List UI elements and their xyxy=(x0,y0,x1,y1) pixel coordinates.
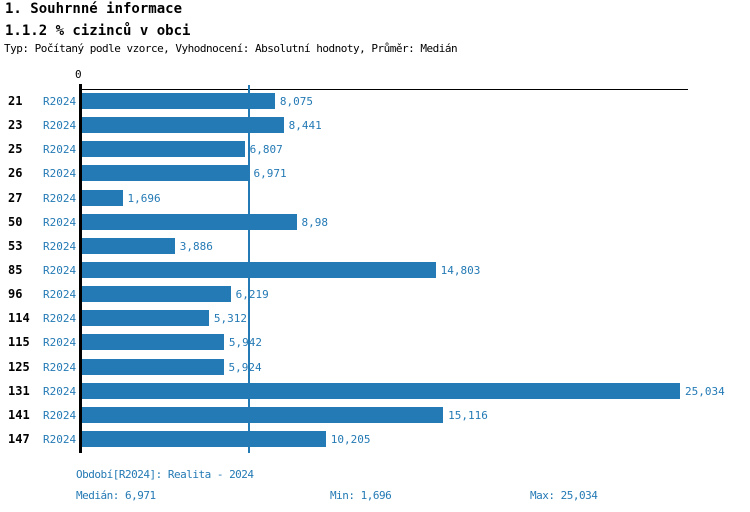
row-period-label: R2024 xyxy=(43,119,77,133)
row-period-label: R2024 xyxy=(43,95,77,108)
period-info: Období[R2024]: Realita - 2024 xyxy=(76,468,254,481)
bar xyxy=(82,189,123,206)
stat-median: Medián: 6,971 xyxy=(76,489,156,502)
bar-row: 147 R2024 10,205 xyxy=(0,429,750,453)
bar-row: 141 R2024 15,116 xyxy=(0,405,750,429)
x-axis-zero-tick-label: 0 xyxy=(75,68,82,81)
bar-row: 26 R2024 6,971 xyxy=(0,163,750,187)
bar-value-label: 25,034 xyxy=(685,384,725,398)
bar-row: 114 R2024 5,312 xyxy=(0,308,750,332)
row-period-label: R2024 xyxy=(43,167,77,181)
bar xyxy=(82,165,249,182)
y-axis-line xyxy=(79,84,82,453)
bar-value-label: 8,441 xyxy=(288,119,322,133)
row-category-label: 50 xyxy=(8,214,23,229)
row-period-label: R2024 xyxy=(43,312,77,326)
bar-row: 96 R2024 6,219 xyxy=(0,284,750,308)
row-period-label: R2024 xyxy=(43,408,77,422)
bar-row: 85 R2024 14,803 xyxy=(0,260,750,284)
bar-value-label: 6,219 xyxy=(235,288,269,302)
bar xyxy=(82,117,284,134)
x-axis-top-line xyxy=(79,89,688,90)
bar xyxy=(82,141,245,158)
bar-value-label: 5,312 xyxy=(213,312,248,326)
bar xyxy=(82,286,231,303)
bar-value-label: 5,924 xyxy=(228,360,262,374)
bar xyxy=(82,213,297,230)
bar-value-label: 8,98 xyxy=(301,215,329,229)
row-category-label: 85 xyxy=(8,262,23,277)
row-category-label: 26 xyxy=(8,166,23,181)
bar-value-label: 6,971 xyxy=(253,167,287,181)
row-category-label: 96 xyxy=(8,287,23,302)
row-category-label: 125 xyxy=(8,359,30,374)
row-period-label: R2024 xyxy=(43,239,77,253)
bar xyxy=(82,430,326,447)
bar-value-label: 6,807 xyxy=(249,143,283,157)
bar-row: 25 R2024 6,807 xyxy=(0,139,750,163)
bar-value-label: 15,116 xyxy=(448,408,488,422)
bar-rows-container: 21 R2024 8,075 23 R2024 8,441 25 R2024 6,807 26 R2… xyxy=(0,91,750,453)
stat-max: Max: 25,034 xyxy=(530,489,598,502)
bar-row: 115 R2024 5,942 xyxy=(0,332,750,356)
bar-row: 27 R2024 1,696 xyxy=(0,188,750,212)
row-period-label: R2024 xyxy=(43,215,77,229)
bar xyxy=(82,406,444,423)
bar-value-label: 8,075 xyxy=(279,95,314,108)
bar-value-label: 3,886 xyxy=(179,239,213,253)
row-period-label: R2024 xyxy=(43,336,77,350)
bar xyxy=(82,237,175,254)
row-period-label: R2024 xyxy=(43,143,77,157)
row-period-label: R2024 xyxy=(43,432,77,446)
bar xyxy=(82,261,436,278)
row-category-label: 141 xyxy=(8,407,30,422)
row-category-label: 25 xyxy=(8,142,23,157)
bar xyxy=(82,334,224,351)
row-category-label: 147 xyxy=(8,431,30,446)
indicator-title: 1.1.2 % cizinců v obci xyxy=(5,23,191,39)
bar-row: 131 R2024 25,034 xyxy=(0,381,750,405)
row-category-label: 131 xyxy=(8,383,30,398)
bar-row: 125 R2024 5,924 xyxy=(0,357,750,381)
stat-min: Min: 1,696 xyxy=(330,489,392,502)
row-period-label: R2024 xyxy=(43,384,77,398)
report-section-title: 1. Souhrnné informace xyxy=(5,1,183,17)
row-category-label: 115 xyxy=(8,335,30,350)
row-category-label: 27 xyxy=(8,190,23,205)
row-period-label: R2024 xyxy=(43,360,77,374)
bar-value-label: 1,696 xyxy=(127,191,161,205)
indicator-meta-line: Typ: Počítaný podle vzorce, Vyhodnocení:… xyxy=(4,42,458,55)
row-category-label: 114 xyxy=(8,311,30,326)
bar xyxy=(82,93,275,109)
row-category-label: 23 xyxy=(8,118,23,133)
bar-row: 21 R2024 8,075 xyxy=(0,91,750,115)
bar-value-label: 14,803 xyxy=(440,263,481,277)
bar xyxy=(82,382,680,399)
bar-row: 50 R2024 8,98 xyxy=(0,212,750,236)
row-category-label: 53 xyxy=(8,238,23,253)
bar xyxy=(82,310,209,327)
row-period-label: R2024 xyxy=(43,191,77,205)
bar-row: 23 R2024 8,441 xyxy=(0,115,750,139)
row-period-label: R2024 xyxy=(43,263,77,277)
bar-value-label: 5,942 xyxy=(228,336,263,350)
bar xyxy=(82,358,224,375)
row-category-label: 21 xyxy=(8,94,23,108)
bar-value-label: 10,205 xyxy=(330,432,371,446)
row-period-label: R2024 xyxy=(43,288,77,302)
bar-row: 53 R2024 3,886 xyxy=(0,236,750,260)
